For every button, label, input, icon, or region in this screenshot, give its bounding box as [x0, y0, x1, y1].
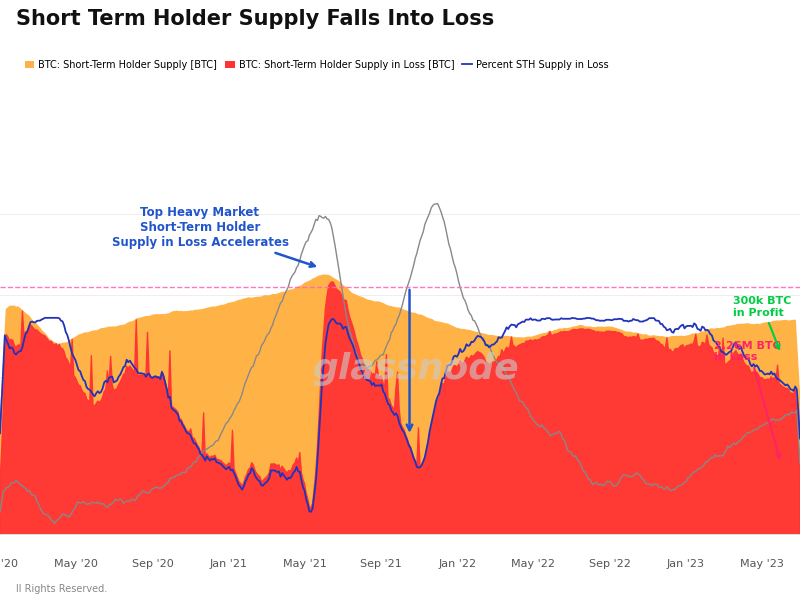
Legend: BTC: Short-Term Holder Supply [BTC], BTC: Short-Term Holder Supply in Loss [BTC]: BTC: Short-Term Holder Supply [BTC], BTC… [21, 56, 612, 74]
Text: 2.26M BTC 
in Loss: 2.26M BTC in Loss [714, 341, 785, 458]
Text: Short Term Holder Supply Falls Into Loss: Short Term Holder Supply Falls Into Loss [16, 9, 494, 29]
Text: glassnode: glassnode [313, 352, 519, 386]
Text: 300k BTC
in Profit: 300k BTC in Profit [734, 296, 792, 349]
Text: Top Heavy Market
Short-Term Holder
Supply in Loss Accelerates: Top Heavy Market Short-Term Holder Suppl… [111, 206, 314, 267]
Text: ll Rights Reserved.: ll Rights Reserved. [16, 584, 107, 594]
